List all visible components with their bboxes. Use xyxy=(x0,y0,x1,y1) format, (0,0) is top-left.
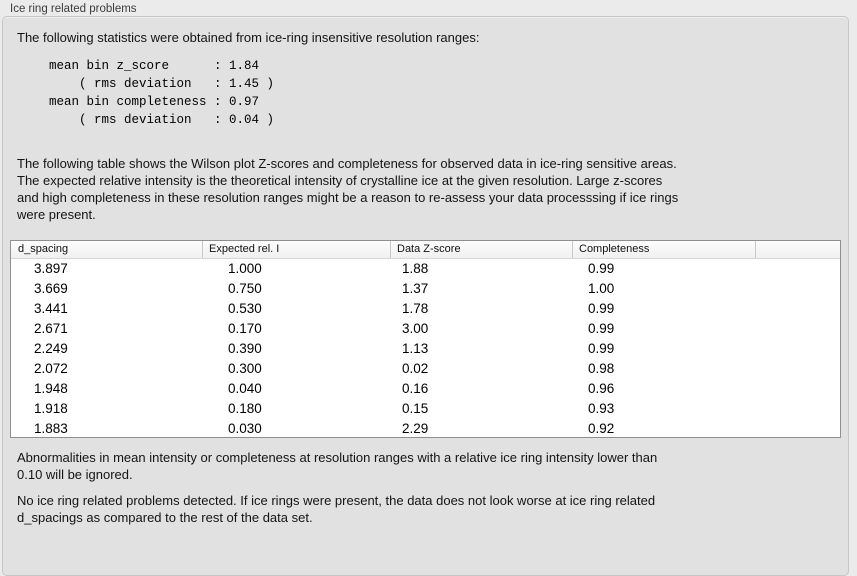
table-cell: 2.072 xyxy=(34,360,68,376)
table-cell: 0.040 xyxy=(228,380,262,396)
table-cell: 0.99 xyxy=(588,301,615,317)
conclusion-text: No ice ring related problems detected. I… xyxy=(17,493,656,525)
table-cell: 0.750 xyxy=(228,281,262,297)
intro-text: The following statistics were obtained f… xyxy=(17,30,480,45)
table-cell: 2.29 xyxy=(402,420,429,436)
table-cell: 1.883 xyxy=(34,420,68,436)
table-cell: 0.99 xyxy=(588,261,615,277)
table-row[interactable]: 3.669 0.750 1.37 1.00 xyxy=(11,279,840,299)
table-cell: 0.99 xyxy=(588,341,615,356)
table-body: 3.897 1.000 1.88 0.99 3.669 0.750 1.37 1.00 3.44… xyxy=(11,259,840,437)
table-cell: 0.300 xyxy=(228,360,262,376)
column-header-expected-rel-i[interactable]: Expected rel. I xyxy=(202,241,390,258)
table-row[interactable]: 1.948 0.040 0.16 0.96 xyxy=(11,378,840,398)
column-header-extra[interactable] xyxy=(755,241,840,258)
table-cell: 0.02 xyxy=(402,360,429,376)
table-cell: 0.170 xyxy=(228,321,262,337)
table-cell: 0.16 xyxy=(402,380,429,396)
description-text: The following table shows the Wilson plo… xyxy=(17,156,679,222)
table-cell: 2.671 xyxy=(34,321,68,337)
table-cell: 1.00 xyxy=(588,281,615,297)
table-row[interactable]: 2.249 0.390 1.13 0.99 xyxy=(11,339,840,359)
ice-ring-table: d_spacing Expected rel. I Data Z-score C… xyxy=(10,240,841,438)
table-row[interactable]: 3.441 0.530 1.78 0.99 xyxy=(11,299,840,319)
table-cell: 0.93 xyxy=(588,400,615,416)
table-cell: 0.390 xyxy=(228,341,262,356)
table-row[interactable]: 3.897 1.000 1.88 0.99 xyxy=(11,259,840,279)
table-cell: 3.897 xyxy=(34,261,68,277)
column-header-d-spacing[interactable]: d_spacing xyxy=(18,243,69,255)
table-cell: 0.92 xyxy=(588,420,615,436)
table-cell: 0.030 xyxy=(228,420,262,436)
table-cell: 1.78 xyxy=(402,301,429,317)
table-cell: 1.918 xyxy=(34,400,68,416)
table-cell: 3.441 xyxy=(34,301,68,317)
table-cell: 1.88 xyxy=(402,261,429,277)
table-cell: 0.180 xyxy=(228,400,262,416)
table-cell: 0.15 xyxy=(402,400,429,416)
table-cell: 0.98 xyxy=(588,360,615,376)
table-row[interactable]: 2.072 0.300 0.02 0.98 xyxy=(11,358,840,378)
table-cell: 1.000 xyxy=(228,261,262,277)
table-row[interactable]: 1.918 0.180 0.15 0.93 xyxy=(11,398,840,418)
table-row[interactable]: 2.671 0.170 3.00 0.99 xyxy=(11,319,840,339)
column-header-completeness[interactable]: Completeness xyxy=(572,241,755,258)
column-header-data-z-score[interactable]: Data Z-score xyxy=(390,241,572,258)
table-cell: 1.948 xyxy=(34,380,68,396)
ice-ring-groupbox: The following statistics were obtained f… xyxy=(2,16,849,576)
table-cell: 3.00 xyxy=(402,321,429,337)
stats-block: mean bin z_score : 1.84 ( rms deviation … xyxy=(49,59,275,127)
table-cell: 3.669 xyxy=(34,281,68,297)
table-header-row: d_spacing Expected rel. I Data Z-score C… xyxy=(11,241,840,259)
table-cell: 1.37 xyxy=(402,281,429,297)
table-cell: 2.249 xyxy=(34,341,68,356)
ignore-note-text: Abnormalities in mean intensity or compl… xyxy=(17,450,658,482)
table-cell: 0.96 xyxy=(588,380,615,396)
table-row[interactable]: 1.883 0.030 2.29 0.92 xyxy=(11,418,840,437)
table-cell: 1.13 xyxy=(402,341,429,356)
table-cell: 0.530 xyxy=(228,301,262,317)
panel-title: Ice ring related problems xyxy=(10,3,137,15)
table-cell: 0.99 xyxy=(588,321,615,337)
